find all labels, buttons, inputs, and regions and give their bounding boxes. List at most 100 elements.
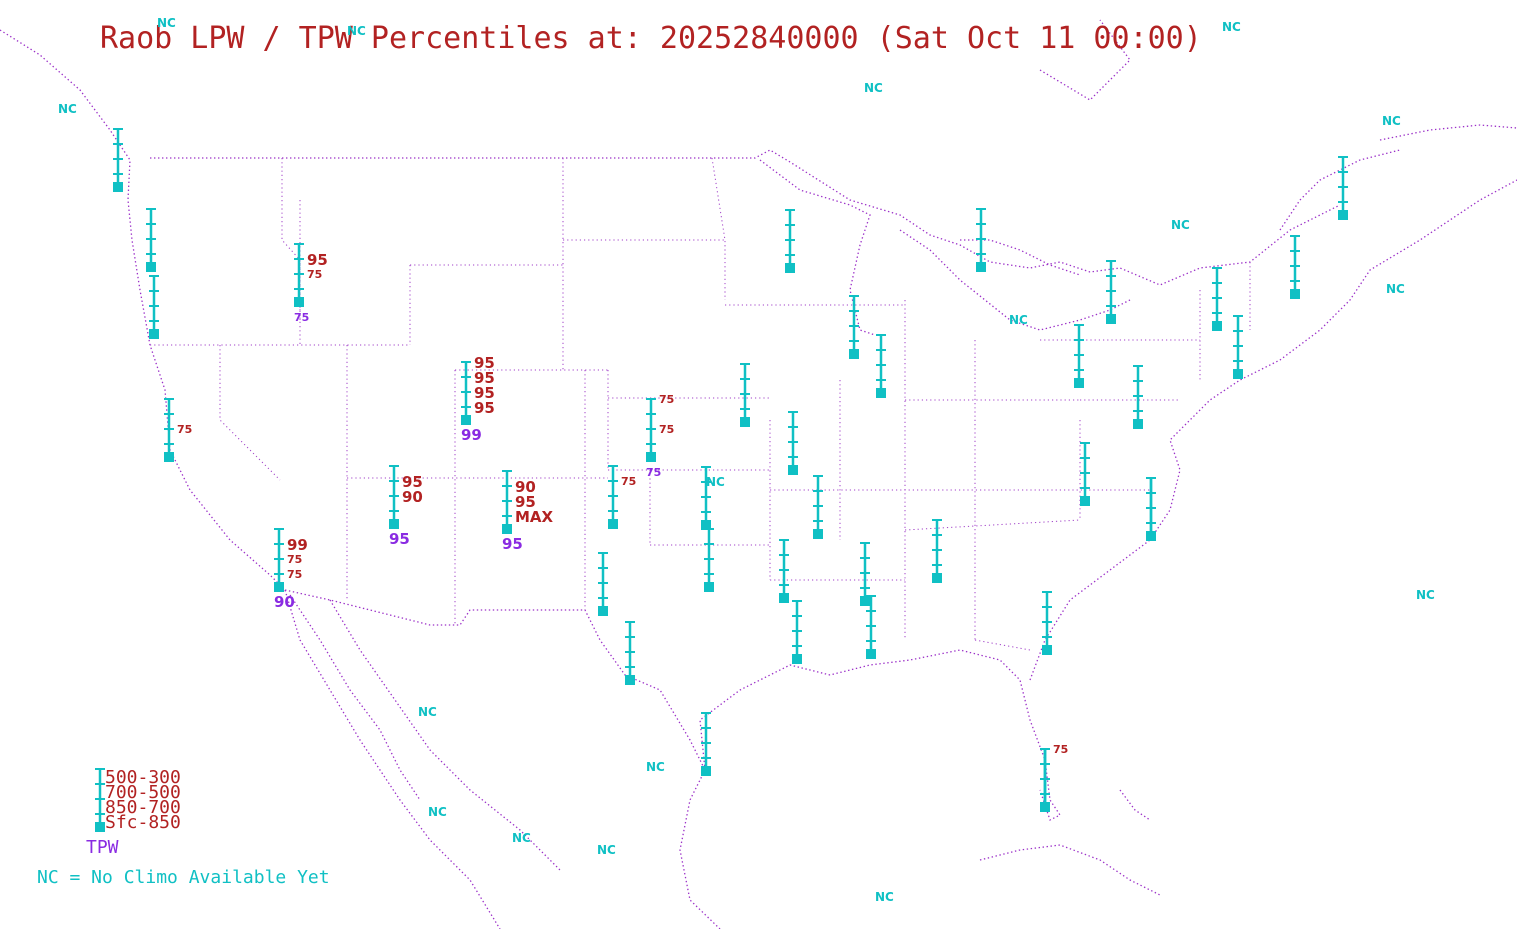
station-s03 — [149, 275, 159, 339]
station-s11: 75 — [608, 465, 636, 529]
station-marker — [502, 524, 512, 534]
station-marker — [164, 452, 174, 462]
station-marker — [1133, 419, 1143, 429]
legend-nc-note: NC = No Climo Available Yet — [37, 867, 330, 888]
station-s22 — [792, 600, 802, 664]
nc-label: NC — [875, 890, 894, 904]
station-s02 — [146, 208, 156, 272]
nc-label: NC — [157, 16, 176, 30]
nc-label: NC — [1386, 282, 1405, 296]
station-marker — [860, 596, 870, 606]
station-s13 — [625, 621, 635, 685]
base-map — [0, 19, 1517, 929]
layer-percentile: 95 — [307, 251, 328, 269]
layer-percentile: 90 — [515, 478, 536, 496]
station-marker — [461, 415, 471, 425]
station-marker — [1146, 531, 1156, 541]
layer-percentile: 95 — [474, 384, 495, 402]
nc-label: NC — [864, 81, 883, 95]
nc-label: NC — [1009, 313, 1028, 327]
station-s12 — [598, 552, 608, 616]
station-layer: 9575757595959595999590959095MAX959975759… — [113, 128, 1348, 812]
station-marker — [1040, 802, 1050, 812]
station-marker — [113, 182, 123, 192]
nc-label: NC — [706, 475, 725, 489]
layer-percentile: 75 — [659, 393, 674, 406]
station-s37 — [1233, 315, 1243, 379]
station-s42: 75 — [1040, 743, 1068, 812]
layer-percentile: 95 — [515, 493, 536, 511]
nc-label-layer: NC NC NC NC NC NC NC NC NC NC NC NC NC NC NC NC NC — [58, 16, 1435, 904]
station-marker — [1290, 289, 1300, 299]
station-marker — [608, 519, 618, 529]
station-marker — [1338, 210, 1348, 220]
station-marker — [785, 263, 795, 273]
legend-layer-500-300: 500-300 — [105, 767, 181, 788]
station-s14 — [701, 466, 711, 530]
legend-layer-850-700: 850-700 — [105, 797, 181, 818]
nc-label: NC — [1171, 218, 1190, 232]
station-marker — [792, 654, 802, 664]
layer-percentile: 75 — [1053, 743, 1068, 756]
station-marker — [866, 649, 876, 659]
station-marker — [849, 349, 859, 359]
station-marker — [932, 573, 942, 583]
layer-percentile: 75 — [307, 268, 322, 281]
station-s16 — [701, 712, 711, 776]
station-s24 — [876, 334, 886, 398]
tpw-percentile: 90 — [274, 593, 295, 611]
station-marker — [294, 297, 304, 307]
nc-label: NC — [428, 805, 447, 819]
station-s36 — [1212, 267, 1222, 331]
nc-label: NC — [597, 843, 616, 857]
station-s21 — [779, 539, 789, 603]
nc-label: NC — [512, 831, 531, 845]
station-marker — [1106, 314, 1116, 324]
station-marker — [598, 606, 608, 616]
layer-percentile: 95 — [474, 399, 495, 417]
station-s19 — [788, 411, 798, 475]
station-marker — [813, 529, 823, 539]
station-marker — [389, 519, 399, 529]
nc-label: NC — [347, 24, 366, 38]
station-s34 — [1133, 365, 1143, 429]
station-s17 — [740, 363, 750, 427]
station-s29 — [1042, 591, 1052, 655]
station-marker — [1042, 645, 1052, 655]
station-marker — [149, 329, 159, 339]
layer-percentile: 75 — [287, 553, 302, 566]
station-s40 — [1146, 477, 1156, 541]
station-marker — [1233, 369, 1243, 379]
state-lines — [150, 157, 1251, 651]
legend: 500-300 700-500 850-700 Sfc-850 TPW NC =… — [37, 767, 330, 888]
nc-label: NC — [646, 760, 665, 774]
station-s05: 75 — [164, 398, 192, 462]
layer-percentile: 75 — [621, 475, 636, 488]
legend-layer-700-500: 700-500 — [105, 782, 181, 803]
layer-percentile: 75 — [177, 423, 192, 436]
station-s10: 75 75 75 — [646, 393, 674, 479]
station-marker — [701, 766, 711, 776]
map-title: Raob LPW / TPW Percentiles at: 202528400… — [100, 21, 1202, 56]
station-marker — [1080, 496, 1090, 506]
station-s28 — [976, 208, 986, 272]
station-marker — [701, 520, 711, 530]
layer-percentile: 95 — [474, 354, 495, 372]
tpw-percentile: 95 — [502, 535, 523, 553]
station-marker — [646, 452, 656, 462]
nc-label: NC — [1416, 588, 1435, 602]
station-s33 — [1106, 260, 1116, 324]
tpw-percentile: 99 — [461, 426, 482, 444]
station-s01 — [113, 128, 123, 192]
station-s25 — [860, 542, 870, 606]
layer-percentile: 95 — [402, 473, 423, 491]
tpw-percentile: 75 — [646, 466, 661, 479]
station-marker — [1074, 378, 1084, 388]
layer-percentile: 99 — [287, 536, 308, 554]
station-s20 — [813, 475, 823, 539]
station-marker — [704, 582, 714, 592]
